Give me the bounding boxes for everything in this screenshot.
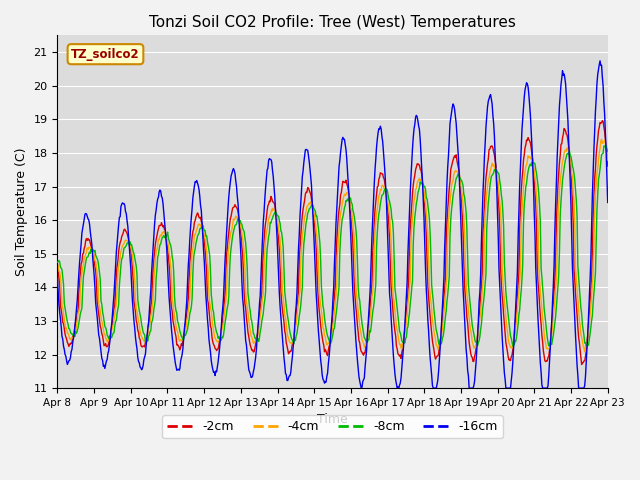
X-axis label: Time: Time	[317, 413, 348, 426]
Text: TZ_soilco2: TZ_soilco2	[71, 48, 140, 60]
Title: Tonzi Soil CO2 Profile: Tree (West) Temperatures: Tonzi Soil CO2 Profile: Tree (West) Temp…	[149, 15, 516, 30]
Legend: -2cm, -4cm, -8cm, -16cm: -2cm, -4cm, -8cm, -16cm	[163, 415, 502, 438]
Y-axis label: Soil Temperature (C): Soil Temperature (C)	[15, 147, 28, 276]
